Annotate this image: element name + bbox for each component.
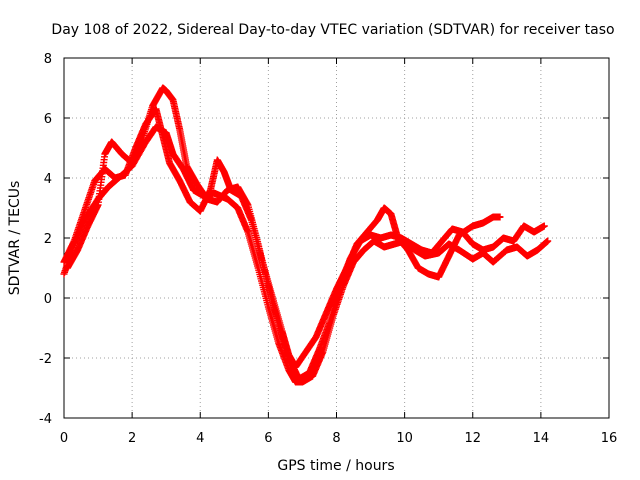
series-3: [63, 84, 548, 383]
x-tick-label: 14: [533, 431, 550, 446]
y-tick-label: 0: [44, 292, 52, 307]
x-tick-label: 4: [196, 431, 204, 446]
data-points: [60, 84, 552, 386]
x-tick-label: 16: [601, 431, 618, 446]
grid-lines: [64, 58, 609, 418]
x-tick-label: 10: [396, 431, 413, 446]
data-point: [496, 213, 504, 221]
y-tick-label: 2: [44, 232, 52, 247]
data-point: [540, 222, 548, 230]
y-axis-ticks: -4 -2 0 2 4 6 8: [39, 52, 609, 427]
x-tick-label: 2: [128, 431, 136, 446]
x-axis-ticks: 0 2 4 6 8 10 12 14 16: [60, 58, 617, 446]
y-tick-label: -4: [39, 412, 52, 427]
x-axis-label: GPS time / hours: [277, 458, 394, 474]
data-point: [544, 237, 552, 245]
x-tick-label: 0: [60, 431, 68, 446]
y-tick-label: 6: [44, 112, 52, 127]
y-tick-label: -2: [39, 352, 52, 367]
y-axis-label: SDTVAR / TECUs: [7, 181, 23, 296]
chart-title: Day 108 of 2022, Sidereal Day-to-day VTE…: [51, 22, 614, 38]
y-tick-label: 4: [44, 172, 52, 187]
x-tick-label: 8: [332, 431, 340, 446]
x-tick-label: 6: [264, 431, 272, 446]
y-tick-label: 8: [44, 52, 52, 67]
x-tick-label: 12: [464, 431, 481, 446]
